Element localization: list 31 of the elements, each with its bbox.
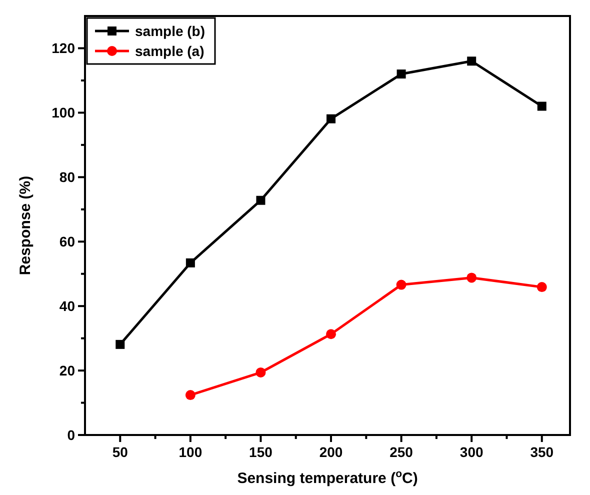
point (256, 196, 266, 205)
point (256, 367, 266, 378)
legend-label: sample (b) (135, 23, 206, 39)
x-tick-label: 300 (460, 444, 484, 460)
y-tick-label: 120 (52, 40, 76, 56)
x-tick-label: 150 (249, 444, 273, 460)
x-axis-title: Sensing temperature ($^{o}$C) (237, 468, 418, 487)
x-tick-label: 100 (178, 444, 202, 460)
point (467, 56, 476, 66)
point (537, 102, 546, 111)
y-tick-label: 100 (52, 104, 76, 121)
point (536, 282, 547, 292)
point (466, 272, 477, 283)
y-axis-title: Response (%) (17, 176, 34, 276)
y-tick-label: 20 (59, 362, 76, 379)
point (116, 340, 125, 349)
x-tick-label: 50 (112, 444, 128, 460)
y-tick-label: 60 (59, 234, 76, 250)
x-tick-label: 250 (390, 444, 414, 460)
y-tick-label: 0 (67, 427, 76, 443)
point (326, 114, 336, 124)
point (396, 70, 406, 79)
point (396, 280, 406, 290)
y-tick-label: 40 (59, 298, 76, 314)
x-tick-label: 350 (530, 444, 554, 460)
legend-label: sample (a) (135, 43, 204, 59)
point (185, 390, 196, 400)
x-tick-label: 200 (319, 444, 343, 460)
point (326, 329, 336, 340)
point (186, 258, 195, 268)
y-tick-label: 80 (59, 169, 76, 186)
